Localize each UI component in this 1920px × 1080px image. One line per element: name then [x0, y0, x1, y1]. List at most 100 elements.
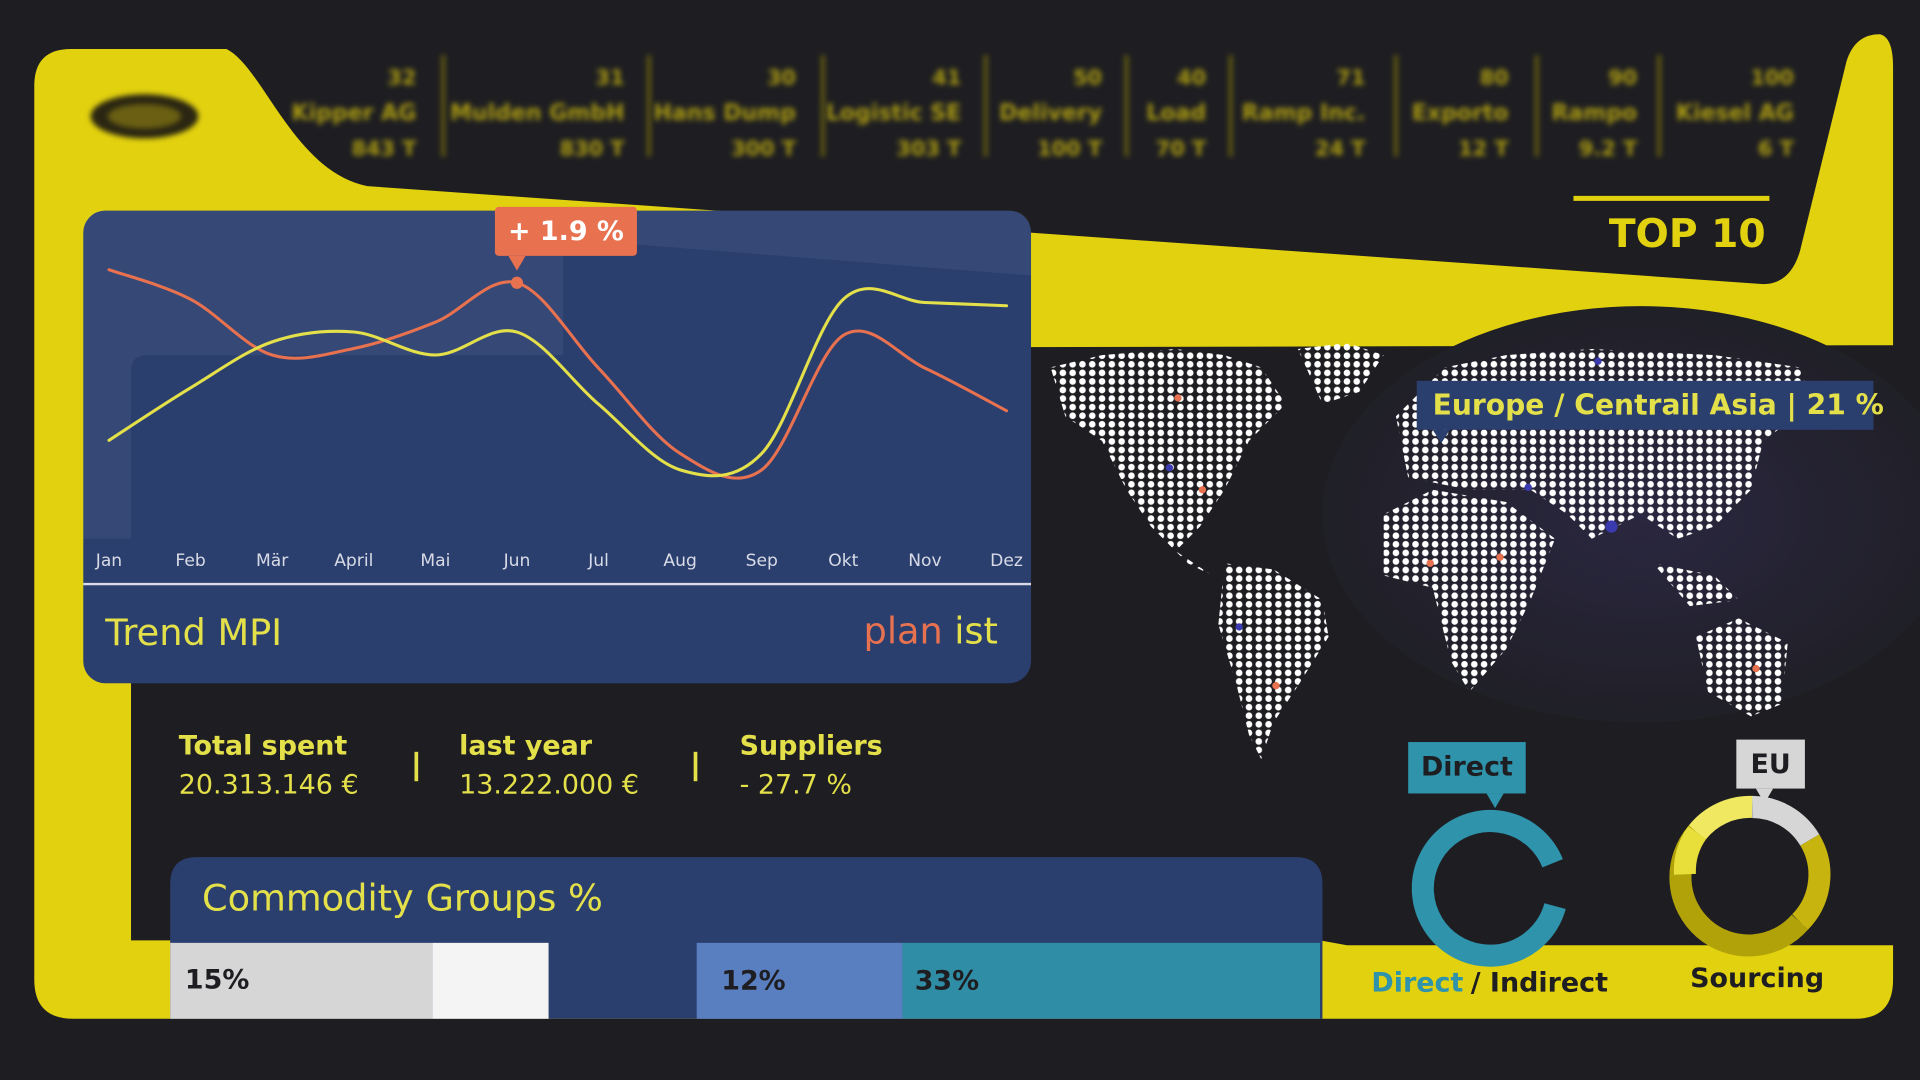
top10-amount: 843 T: [351, 136, 417, 160]
top10-name: Exporto: [1412, 101, 1509, 126]
top10-amount: 12 T: [1458, 136, 1509, 160]
x-tick-label: Dez: [990, 551, 1023, 571]
trend-highlight: [83, 210, 1032, 539]
top10-item: 71 Ramp Inc. 24 T: [1242, 65, 1366, 160]
sourcing-badge: [1736, 739, 1805, 789]
direct-caption: Direct / Indirect: [1371, 967, 1608, 998]
sourcing-badge-text: EU: [1750, 749, 1790, 780]
top10-rank: 80: [1480, 65, 1509, 89]
commodity-label: 15%: [185, 964, 249, 995]
top10-item: 41 Logistic SE 303 T: [826, 65, 962, 160]
continent: [1695, 618, 1788, 717]
map-marker: [1605, 520, 1618, 533]
annotation-text: + 1.9 %: [508, 216, 624, 247]
map-marker: [1594, 357, 1602, 365]
top10-item: 50 Delivery 100 T: [999, 65, 1103, 160]
trend-panel: [83, 210, 1032, 684]
top10-amount: 24 T: [1315, 136, 1366, 160]
series-line: [107, 268, 1009, 480]
sourcing-donut-segment: [1791, 834, 1831, 930]
stats: Total spent 20.313.146 € last year 13.222.0…: [179, 730, 883, 800]
top10-rank: 41: [932, 65, 961, 89]
map-markers: [1165, 357, 1760, 690]
top10-amount: 9.2 T: [1579, 136, 1638, 160]
top10-rank: 100: [1750, 65, 1793, 89]
top10-name: Delivery: [999, 101, 1102, 126]
commodity-segment: [170, 942, 433, 1019]
x-tick-label: Mär: [256, 551, 289, 571]
top10-item: 40 Load 70 T: [1146, 65, 1207, 160]
top10-name: Rampo: [1551, 101, 1637, 126]
x-tick-label: Jun: [503, 551, 531, 571]
top10-amount: 6 T: [1758, 136, 1795, 160]
top10-amount: 70 T: [1156, 136, 1207, 160]
legend-ist: ist: [954, 610, 998, 653]
top10-rank: 50: [1073, 65, 1102, 89]
top10-rank: 40: [1177, 65, 1206, 89]
sourcing-donut-segment: [1751, 795, 1820, 846]
annotation-box: [494, 206, 637, 256]
x-tick-label: Aug: [663, 551, 696, 571]
continent: [1383, 489, 1556, 692]
caption-indirect: / Indirect: [1471, 967, 1608, 998]
top10-rank: 32: [387, 65, 416, 89]
top10-item: 80 Exporto 12 T: [1412, 65, 1510, 160]
stat-label: last year: [459, 730, 593, 761]
top10-rank: 71: [1336, 65, 1365, 89]
top10-item: 32 Kipper AG 843 T: [292, 65, 418, 160]
commodity-segment: [696, 942, 903, 1019]
map-marker: [1165, 464, 1174, 472]
sourcing-donut-segment: [1688, 795, 1753, 840]
annotation-point: [510, 276, 524, 289]
continent: [1050, 348, 1286, 576]
top10-name: Mulden GmbH: [450, 101, 624, 126]
stat-value: 20.313.146 €: [179, 770, 359, 801]
continent: [1218, 563, 1329, 760]
top10-name: Ramp Inc.: [1242, 101, 1366, 126]
top10-name: Kiesel AG: [1676, 101, 1794, 126]
top10-item: 100 Kiesel AG 6 T: [1676, 65, 1795, 160]
x-tick-label: Feb: [175, 551, 205, 571]
top10-item: 90 Rampo 9.2 T: [1551, 65, 1638, 160]
x-tick-label: Nov: [908, 551, 941, 571]
sourcing-donut-segment: [1673, 826, 1707, 875]
stat-value: 13.222.000 €: [459, 770, 639, 801]
sourcing-caption: Sourcing: [1690, 963, 1824, 994]
map-marker: [1235, 623, 1243, 631]
direct-badge-text: Direct: [1421, 751, 1513, 782]
stat-label: Suppliers: [740, 730, 883, 761]
top10-item: 31 Mulden GmbH 830 T: [450, 65, 625, 160]
x-tick-label: Okt: [828, 551, 858, 571]
map-marker: [1524, 483, 1532, 492]
top10-name: Kipper AG: [292, 101, 417, 126]
annotation-pointer: [508, 255, 526, 271]
top10-item: 30 Hans Dump 300 T: [653, 65, 796, 160]
x-tick-label: Mai: [420, 551, 450, 571]
top10-name: Load: [1146, 101, 1206, 126]
map-tooltip: [1416, 380, 1874, 430]
top10: 32 Kipper AG 843 T 31 Mulden GmbH 830 T 30 Hans…: [292, 55, 1795, 160]
top10-name: Hans Dump: [653, 101, 795, 126]
direct-badge: [1408, 742, 1526, 794]
map-marker: [1426, 559, 1434, 567]
map-tooltip-pointer: [1432, 429, 1450, 444]
stat-label: Total spent: [179, 730, 348, 761]
legend-plan: plan: [864, 610, 943, 653]
trend-chart: Jan Feb Mär April Mai Jun Jul Aug Sep Okt Nov Dez + …: [95, 206, 1023, 571]
direct-donut: [1411, 809, 1566, 967]
map-tooltip-text: Europe / Centrail Asia | 21 %: [1433, 389, 1884, 422]
map-marker: [1496, 553, 1504, 561]
map-marker: [1272, 682, 1280, 690]
trend-title: Trend MPI: [104, 611, 282, 654]
x-tick-label: Sep: [746, 551, 778, 571]
x-tick-label: Jul: [587, 551, 609, 571]
commodity-label: 33%: [915, 966, 979, 997]
top10-rank: 90: [1608, 65, 1637, 89]
caption-direct: Direct: [1371, 967, 1463, 998]
top10-amount: 300 T: [731, 136, 797, 160]
top10-rank: 30: [767, 65, 796, 89]
commodity-title: Commodity Groups %: [202, 877, 603, 920]
map-marker: [1198, 486, 1207, 494]
